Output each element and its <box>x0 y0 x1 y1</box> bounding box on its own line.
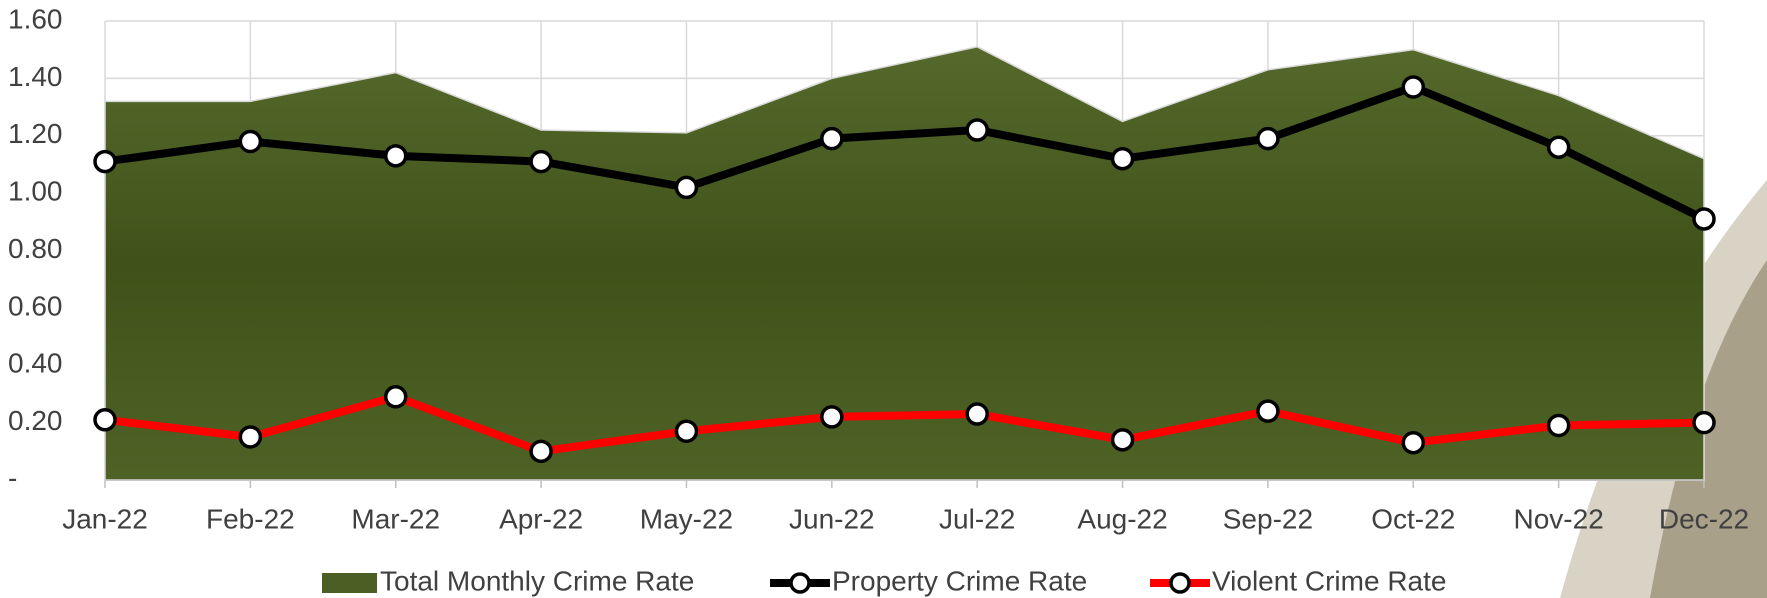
x-tick-label: Feb-22 <box>206 503 295 534</box>
marker <box>967 120 987 140</box>
y-tick-label: 0.60 <box>8 290 63 321</box>
marker <box>822 129 842 149</box>
marker <box>1113 430 1133 450</box>
marker <box>1549 415 1569 435</box>
marker <box>1113 149 1133 169</box>
legend-label: Property Crime Rate <box>832 565 1087 596</box>
x-tick-label: May-22 <box>640 503 733 534</box>
legend-label: Violent Crime Rate <box>1212 565 1446 596</box>
legend-label: Total Monthly Crime Rate <box>380 565 694 596</box>
marker <box>95 410 115 430</box>
marker <box>1694 209 1714 229</box>
marker <box>1403 77 1423 97</box>
x-tick-label: Nov-22 <box>1514 503 1604 534</box>
marker <box>1549 137 1569 157</box>
x-tick-label: Apr-22 <box>499 503 583 534</box>
marker <box>531 152 551 172</box>
marker <box>1258 401 1278 421</box>
y-tick-label: 1.20 <box>8 118 63 149</box>
legend-swatch <box>791 574 809 592</box>
marker <box>240 131 260 151</box>
marker <box>240 427 260 447</box>
marker <box>531 441 551 461</box>
y-tick-label: - <box>8 462 17 493</box>
legend-swatch <box>322 573 377 593</box>
marker <box>1403 433 1423 453</box>
legend-swatch <box>1171 574 1189 592</box>
marker <box>822 407 842 427</box>
marker <box>676 421 696 441</box>
chart: - 0.20 0.40 0.60 0.80 1.00 1.20 1.40 1.60 Jan-22 F… <box>0 0 1767 598</box>
y-tick-label: 1.40 <box>8 61 63 92</box>
x-tick-label: Jul-22 <box>939 503 1015 534</box>
y-tick-label: 0.40 <box>8 348 63 379</box>
x-tick-label: Oct-22 <box>1371 503 1455 534</box>
marker <box>967 404 987 424</box>
x-tick-label: Jun-22 <box>789 503 875 534</box>
x-tick-label: Mar-22 <box>351 503 440 534</box>
marker <box>1694 413 1714 433</box>
marker <box>386 146 406 166</box>
x-tick-label: Sep-22 <box>1223 503 1313 534</box>
y-tick-label: 1.00 <box>8 176 63 207</box>
x-tick-label: Dec-22 <box>1659 503 1749 534</box>
y-tick-label: 0.80 <box>8 233 63 264</box>
marker <box>95 152 115 172</box>
marker <box>1258 129 1278 149</box>
marker <box>676 177 696 197</box>
y-tick-label: 0.20 <box>8 405 63 436</box>
marker <box>386 387 406 407</box>
y-tick-label: 1.60 <box>8 3 63 34</box>
x-tick-label: Aug-22 <box>1077 503 1167 534</box>
x-tick-label: Jan-22 <box>62 503 148 534</box>
